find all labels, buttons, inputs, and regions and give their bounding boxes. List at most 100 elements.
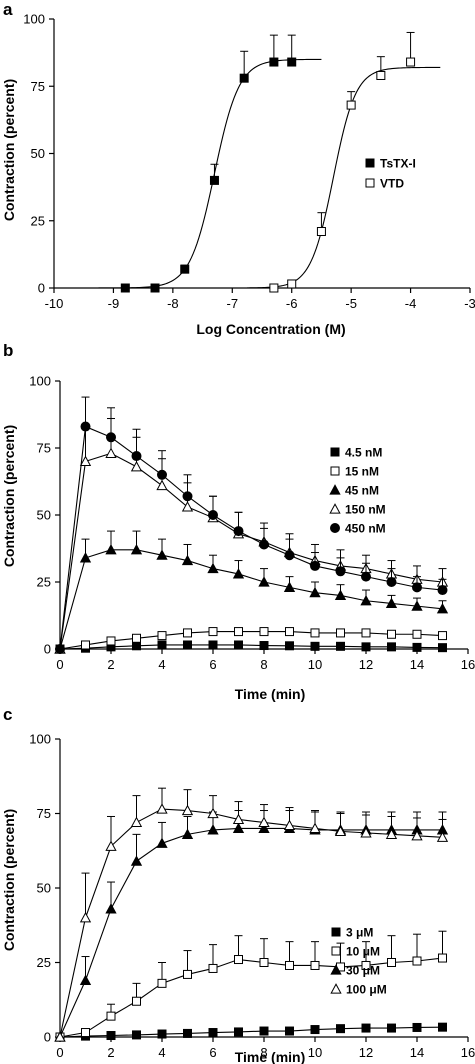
- panel-c-y-tick-label-4: 100: [29, 732, 51, 747]
- panel-b-series-2-point-8: [258, 576, 270, 587]
- panel-b-x-tick-label-7: 14: [410, 657, 424, 672]
- panel-c-series-0-point-13: [387, 1023, 396, 1033]
- panel-b-series-4-point-6: [208, 510, 218, 520]
- panel-a-series-1-point-1: [287, 279, 297, 289]
- panel-b-series-4-point-2: [106, 432, 116, 443]
- panel-c-series-0-point-2: [106, 1031, 116, 1041]
- panel-c-series-0-point-3: [132, 1030, 141, 1040]
- panel-b-series-1-point-1: [81, 640, 90, 650]
- panel-c-series-1-point-8: [259, 958, 269, 967]
- panel-c-series-2-point-4: [156, 837, 168, 848]
- panel-b-series-1-point-11: [336, 628, 345, 638]
- panel-c-series-3: [54, 787, 449, 1042]
- panel-a-series-0-fit-curve: [98, 58, 322, 289]
- panel-a-series-0-point-0: [120, 283, 130, 293]
- panel-c-series-3-point-12: [360, 827, 372, 838]
- panel-c-legend-marker-1: [331, 946, 341, 956]
- panel-a-legend-marker-0: [365, 158, 375, 168]
- panel-b-y-tick-label-4: 100: [29, 374, 51, 389]
- panel-c-series-0-point-15: [438, 1022, 447, 1032]
- panel-b-legend-label-2: 45 nM: [345, 484, 379, 498]
- panel-c-time-course-chart: c Contraction (percent) Time (min) 0 2 4 6 8…: [1, 705, 475, 1064]
- panel-a-series-1: [247, 31, 441, 293]
- panel-a-series-0-point-1: [150, 283, 160, 293]
- panel-b-legend-label-4: 450 nM: [345, 522, 386, 536]
- panel-b-y-tick-label-1: 25: [37, 575, 51, 590]
- panel-b-x-tick-label-6: 12: [359, 657, 373, 672]
- panel-b-series-4-point-1: [80, 421, 91, 432]
- panel-b-series-0-point-14: [412, 642, 422, 652]
- panel-a-legend-label-0: TsTX-I: [380, 157, 416, 171]
- panel-b-series-4-point-9: [284, 550, 295, 561]
- panel-c-series-1-point-10: [310, 960, 320, 970]
- panel-c-series-3-point-8: [258, 816, 270, 828]
- panel-b-x-tick-label-4: 8: [260, 657, 267, 672]
- panel-b-series-1-point-3: [132, 633, 141, 643]
- panel-b-series-3: [54, 418, 449, 654]
- panel-c-series-1-point-13: [387, 958, 396, 967]
- panel-c-series-3-point-1: [79, 911, 92, 923]
- panel-b-series-0-point-6: [208, 640, 218, 650]
- panel-b-y-tick-label-0: 0: [44, 642, 51, 657]
- panel-a-x-tick-label-0: -10: [45, 296, 64, 311]
- panel-c-series-0-line: [59, 1026, 443, 1038]
- panel-b-x-tick-label-3: 6: [209, 657, 216, 672]
- panel-b-x-axis-label: Time (min): [235, 686, 306, 702]
- panel-c-y-tick-label-1: 25: [37, 955, 51, 970]
- panel-c-series-0-point-8: [259, 1026, 269, 1036]
- panel-b-series-2-point-1: [79, 552, 92, 563]
- panel-c-series-3-point-6: [207, 807, 219, 819]
- panel-b-series-0-point-11: [336, 641, 345, 651]
- panel-c-series-2-point-8: [258, 822, 270, 833]
- panel-c-y-tick-label-3: 75: [37, 806, 51, 821]
- panel-c-series-3-point-11: [334, 825, 347, 836]
- panel-a-legend-label-1: VTD: [380, 177, 404, 191]
- panel-c-series-1-point-12: [361, 960, 371, 970]
- panel-b-series-4-line: [59, 425, 443, 650]
- panel-b-series-1-point-8: [259, 627, 269, 637]
- panel-c-series-0: [55, 1022, 447, 1042]
- panel-a-y-tick-label-2: 50: [31, 146, 45, 161]
- panel-c-series-1-point-1: [81, 1028, 90, 1038]
- panel-a-series-0-point-2: [180, 264, 190, 274]
- panel-b-series-4-point-13: [386, 577, 397, 587]
- panel-c-series-3-point-4: [156, 803, 168, 814]
- panel-c-series-1: [55, 930, 447, 1042]
- panel-b-series-1-line: [59, 631, 443, 650]
- panel-c-y-tick-label-2: 50: [37, 881, 51, 896]
- panel-c-series-3-point-5: [181, 804, 194, 816]
- panel-b-series-2-point-2: [105, 543, 117, 555]
- panel-a-series-0-point-5: [269, 57, 279, 67]
- panel-b-x-tick-label-2: 4: [158, 657, 165, 672]
- panel-b-series-3-point-3: [130, 460, 143, 472]
- panel-b-x-tick-label-1: 2: [107, 657, 114, 672]
- panel-a-x-tick-label-3: -7: [227, 296, 239, 311]
- panel-c-series-0-point-11: [336, 1024, 345, 1034]
- panel-c-series-1-point-3: [132, 996, 141, 1006]
- panel-b-series-2-point-10: [309, 586, 321, 598]
- panel-b-series-1-point-2: [106, 636, 116, 646]
- panel-c-x-tick-label-7: 14: [410, 1045, 424, 1060]
- panel-c-series-0-point-12: [361, 1023, 371, 1033]
- panel-b-legend-marker-4: [330, 523, 340, 533]
- panel-a-series-0-point-6: [287, 57, 297, 67]
- panel-b-series-0-point-7: [234, 640, 243, 650]
- panel-b-series-4-point-14: [412, 582, 422, 593]
- panel-a-x-tick-label-2: -8: [167, 296, 179, 311]
- panel-b-series-4-point-0: [55, 644, 65, 654]
- panel-c-series-0-point-5: [183, 1028, 192, 1038]
- panel-c-x-tick-label-3: 6: [209, 1045, 216, 1060]
- panel-a-series-1-point-2: [316, 227, 326, 237]
- panel-b-legend-label-1: 15 nM: [345, 465, 379, 479]
- panel-a-dose-response-chart: a Contraction (percent) Log Concentratio…: [1, 0, 475, 337]
- panel-b-series-2-point-4: [156, 549, 168, 560]
- panel-b-series-0-point-12: [361, 642, 371, 652]
- panel-c-series-0-point-10: [310, 1025, 320, 1035]
- panel-a-legend: TsTX-I VTD: [365, 157, 416, 191]
- panel-c-x-axis-label: Time (min): [235, 1049, 306, 1064]
- panel-b-series-0-point-15: [438, 643, 447, 653]
- panel-c-series-3-point-15: [436, 831, 449, 842]
- panel-a-series-1-point-0: [269, 283, 279, 293]
- panel-a-x-axis-label: Log Concentration (M): [196, 321, 345, 337]
